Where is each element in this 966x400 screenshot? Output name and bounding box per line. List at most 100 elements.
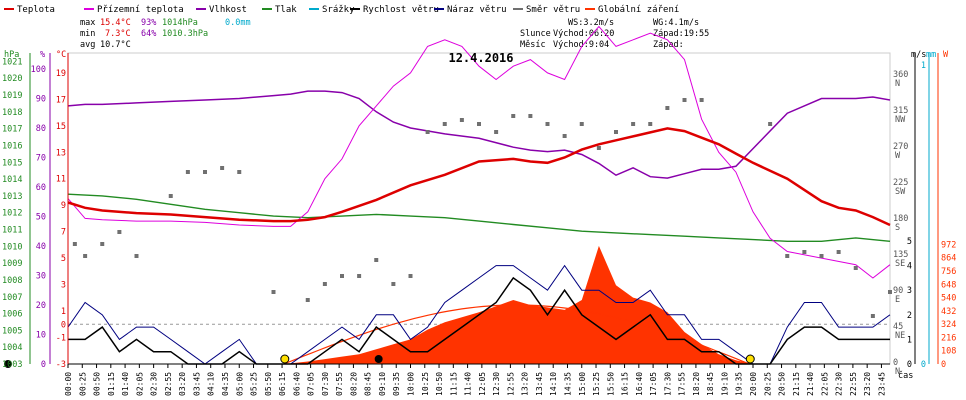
radiation-tick-label: 432 (941, 307, 956, 317)
wind-dir-point (237, 170, 242, 174)
hpa-tick-label: 1015 (2, 158, 22, 168)
direction-deg-label: 180 (893, 214, 908, 224)
pct-tick-label: 100 (31, 65, 46, 75)
stats-block: max 15.4°C 93% 1014hPa 0.0mm min 7.3°C 6… (80, 18, 251, 50)
pct-tick-label: 90 (36, 95, 46, 105)
legend-label: Směr větru (526, 5, 580, 15)
stats-max-label: max (80, 18, 95, 28)
wind-dir-point (185, 170, 190, 174)
x-tick-label: 19:10 (720, 372, 729, 396)
x-tick-label: 18:45 (706, 372, 715, 396)
axis-unit-w: W (943, 50, 949, 60)
pct-tick-label: 30 (36, 272, 46, 282)
stats-max-hum: 93% (141, 18, 156, 28)
x-axis-label: čas (898, 370, 913, 381)
legend-label: Rychlost větru (363, 5, 439, 15)
x-tick-label: 05:25 (250, 372, 259, 396)
celsius-tick-label: 15 (56, 122, 66, 132)
direction-dir-label: N (895, 79, 900, 89)
direction-deg-label: 360 (893, 70, 908, 80)
x-tick-label: 14:10 (549, 372, 558, 396)
celsius-zero-label: 0 (61, 320, 66, 330)
wind-dir-point (511, 114, 516, 118)
legend-label: Tlak (275, 5, 297, 15)
x-tick-label: 16:40 (635, 372, 644, 396)
x-tick-label: 03:45 (192, 372, 201, 396)
x-tick-label: 04:10 (207, 372, 216, 396)
wind-speed-avg: WS:3.2m/s (568, 18, 614, 28)
celsius-tick-label: 1 (61, 307, 66, 317)
axis-unit-hpa: hPa (4, 50, 19, 60)
axes: 00:00 00:25 00:50 01:15 01:40 02:05 02:30 02:55… (2, 50, 956, 396)
x-tick-label: 23:20 (863, 372, 872, 396)
celsius-tick-label: 11 (56, 175, 66, 185)
wind-dir-point (631, 122, 636, 126)
x-tick-label: 06:40 (292, 372, 301, 396)
x-tick-label: 15:25 (592, 372, 601, 396)
wind-gust-max: WG:4.1m/s (653, 18, 699, 28)
legend-label: Globální záření (598, 5, 679, 15)
x-tick-label: 15:50 (606, 372, 615, 396)
celsius-tick-label: -3 (56, 360, 66, 370)
stats-max-temp: 15.4°C (100, 18, 131, 28)
radiation-tick-label: 972 (941, 240, 956, 250)
direction-dir-label: NW (895, 115, 906, 125)
direction-deg-label: 0 (893, 358, 898, 368)
x-tick-label: 22:55 (849, 372, 858, 396)
stats-min-label: min (80, 29, 95, 39)
hpa-tick-label: 1008 (2, 276, 22, 286)
wind-dir-point (596, 146, 601, 150)
wind-dir-point (562, 134, 567, 138)
stats-max-press: 1014hPa (162, 18, 198, 28)
wind-dir-point (408, 274, 413, 278)
x-tick-label: 06:15 (278, 372, 287, 396)
x-tick-label: 22:05 (820, 372, 829, 396)
x-tick-label: 21:15 (792, 372, 801, 396)
wind-dir-point (614, 130, 618, 134)
x-tick-label: 00:00 (64, 372, 73, 396)
x-tick-label: 00:50 (93, 372, 102, 396)
stats-min-temp: 7.3°C (105, 29, 131, 39)
x-tick-label: 10:50 (435, 372, 444, 396)
wind-dir-point (168, 194, 173, 198)
x-tick-label: 07:05 (307, 372, 316, 396)
hpa-tick-label: 1016 (2, 141, 22, 151)
wind-dir-point (442, 122, 447, 126)
hpa-tick-label: 1012 (2, 209, 22, 219)
x-tick-label: 05:50 (264, 372, 273, 396)
wind-dir-point (853, 266, 858, 270)
wind-dir-point (220, 166, 225, 170)
radiation-tick-label: 0 (941, 360, 946, 370)
stats-avg-temp: 10.7°C (100, 40, 131, 50)
wind-dir-point (579, 122, 584, 126)
wind-dir-point (545, 122, 550, 126)
axis-unit-ms: m/s (911, 50, 926, 60)
x-tick-label: 22:30 (835, 372, 844, 396)
x-tick-label: 08:20 (349, 372, 358, 396)
wind-dir-point (72, 242, 77, 246)
wind-dir-point (477, 122, 481, 126)
x-tick-label: 15:00 (578, 372, 587, 396)
x-tick-label: 04:35 (221, 372, 230, 396)
wind-dir-point (665, 106, 670, 110)
legend-label: Přízemní teplota (97, 5, 184, 15)
x-tick-label: 12:55 (506, 372, 515, 396)
wind-tick-label: 1 (907, 335, 912, 345)
wind-dir-point (100, 242, 105, 246)
x-tick-label: 09:10 (378, 372, 387, 396)
x-tick-label: 08:45 (364, 372, 373, 396)
hpa-tick-label: 1009 (2, 259, 22, 269)
wind-dir-point (305, 298, 310, 302)
sunset-marker (745, 354, 755, 364)
chart-title: 12.4.2016 (448, 51, 513, 65)
wind-dir-point (271, 290, 276, 294)
wind-dir-point (836, 250, 841, 254)
wind-tick-label: 0 (907, 360, 912, 370)
wind-dir-point (682, 98, 687, 102)
celsius-tick-label: 17 (56, 95, 66, 105)
hpa-tick-label: 1006 (2, 310, 22, 320)
hpa-tick-label: 1020 (2, 74, 22, 84)
celsius-tick-label: 5 (61, 254, 66, 264)
x-tick-label: 11:40 (464, 372, 473, 396)
hpa-tick-label: 1017 (2, 125, 22, 135)
